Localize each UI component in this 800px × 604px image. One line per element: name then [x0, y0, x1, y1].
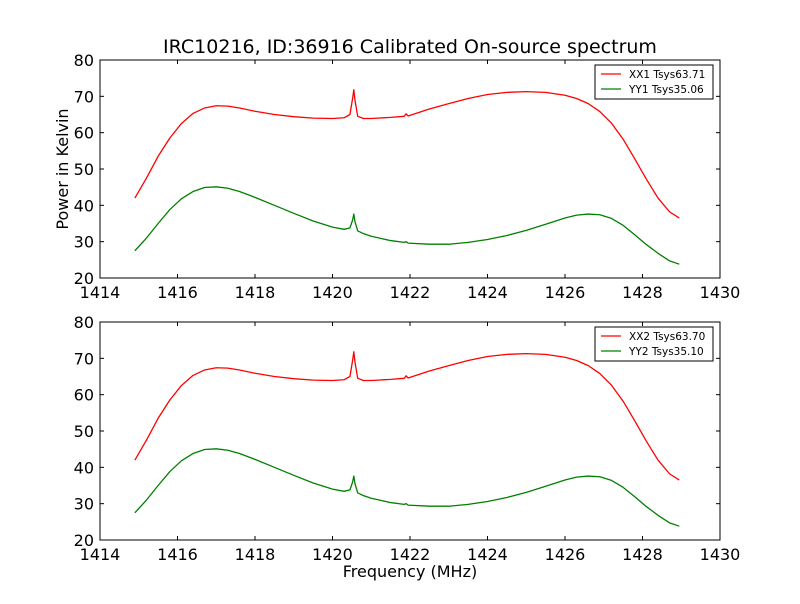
x-tick-label: 1428 [622, 283, 663, 302]
x-tick-label: 1418 [235, 283, 276, 302]
legend: XX2 Tsys63.70 YY2 Tsys35.10 [594, 326, 714, 362]
x-axis-title: Frequency (MHz) [343, 562, 477, 581]
y-axis-title: Power in Kelvin [53, 108, 72, 229]
y-tick-label: 70 [74, 349, 94, 368]
legend-box [594, 326, 714, 362]
y-tick-label: 70 [74, 87, 94, 106]
y-tick-label: 60 [74, 124, 94, 143]
x-tick-label: 1416 [157, 545, 198, 564]
x-tick-label: 1428 [622, 545, 663, 564]
x-tick-label: 1414 [80, 545, 121, 564]
x-tick-label: 1426 [545, 283, 586, 302]
x-tick-label: 1420 [312, 283, 353, 302]
x-tick-label: 1422 [390, 283, 431, 302]
x-tick-label: 1430 [700, 545, 741, 564]
series-line-xx1 [134, 89, 680, 219]
series-line-yy1 [134, 186, 680, 265]
x-tick-label: 1414 [80, 283, 121, 302]
legend-box [594, 64, 714, 100]
chart-panel-1: 1414 1416 1418 1420 1422 1424 1426 1428 1430 20 30… [53, 51, 740, 302]
legend-label: XX2 Tsys63.70 [629, 331, 705, 343]
legend-label: XX1 Tsys63.71 [629, 69, 705, 81]
y-tick-label: 20 [74, 531, 94, 550]
x-tick-label: 1424 [467, 545, 508, 564]
y-tick-label: 80 [74, 51, 94, 70]
y-tick-label: 20 [74, 269, 94, 288]
x-tick-label: 1418 [235, 545, 276, 564]
y-tick-label: 50 [74, 160, 94, 179]
x-tick-label: 1416 [157, 283, 198, 302]
x-tick-label: 1424 [467, 283, 508, 302]
x-tick-label: 1422 [390, 545, 431, 564]
series-line-yy2 [134, 448, 680, 527]
y-tick-label: 30 [74, 495, 94, 514]
y-tick-label: 80 [74, 313, 94, 332]
figure-title: IRC10216, ID:36916 Calibrated On-source … [163, 36, 657, 58]
legend-label: YY2 Tsys35.10 [628, 346, 704, 358]
chart-panel-2: 1414 1416 1418 1420 1422 1424 1426 1428 1430 20 30… [74, 313, 741, 581]
y-tick-label: 40 [74, 458, 94, 477]
series-line-xx2 [134, 351, 680, 481]
x-tick-label: 1430 [700, 283, 741, 302]
legend: XX1 Tsys63.71 YY1 Tsys35.06 [594, 64, 714, 100]
y-tick-label: 60 [74, 386, 94, 405]
y-tick-label: 30 [74, 233, 94, 252]
x-tick-label: 1426 [545, 545, 586, 564]
legend-label: YY1 Tsys35.06 [628, 84, 704, 96]
y-tick-label: 50 [74, 422, 94, 441]
x-tick-label: 1420 [312, 545, 353, 564]
y-tick-label: 40 [74, 196, 94, 215]
